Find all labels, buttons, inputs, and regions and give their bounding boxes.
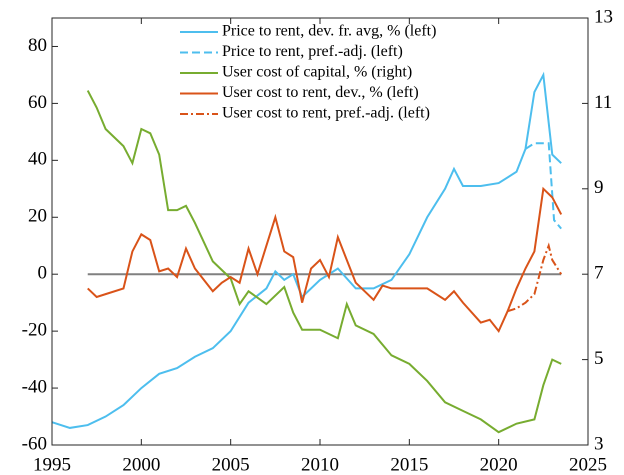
legend-label: Price to rent, dev. fr. avg, % (left)	[222, 23, 436, 40]
x-tick-label: 2020	[480, 454, 518, 475]
y2-tick-label: 5	[594, 348, 604, 369]
y2-tick-label: 13	[594, 6, 613, 27]
y2-tick-label: 9	[594, 177, 604, 198]
series-line	[86, 90, 562, 434]
legend-label: User cost to rent, dev., % (left)	[222, 84, 419, 101]
y2-tick-label: 7	[594, 263, 604, 284]
y-tick-label: -40	[22, 376, 47, 397]
legend-label: User cost to rent, pref.-adj. (left)	[222, 105, 430, 122]
y-tick-label: -20	[22, 319, 47, 340]
series-line	[507, 242, 563, 313]
legend-label: Price to rent, pref.-adj. (left)	[222, 43, 403, 60]
x-tick-label: 2015	[390, 454, 428, 475]
x-tick-label: 2000	[122, 454, 160, 475]
series-line	[87, 186, 563, 334]
x-tick-label: 2010	[301, 454, 339, 475]
x-tick-label: 1995	[33, 454, 71, 475]
y-tick-label: -60	[22, 433, 47, 454]
y2-tick-label: 11	[594, 92, 612, 113]
series-line	[51, 71, 562, 429]
plot-frame	[51, 17, 589, 446]
x-tick-label: 2005	[212, 454, 250, 475]
y-tick-label: 80	[28, 35, 47, 56]
y-tick-label: 60	[28, 92, 47, 113]
x-tick-label: 2025	[569, 454, 607, 475]
y-tick-label: 40	[28, 149, 47, 170]
y2-tick-label: 3	[594, 433, 604, 454]
legend-label: User cost of capital, % (right)	[222, 64, 412, 81]
y-tick-label: 0	[38, 263, 48, 284]
series-line	[524, 142, 562, 230]
y-tick-label: 20	[28, 206, 47, 227]
